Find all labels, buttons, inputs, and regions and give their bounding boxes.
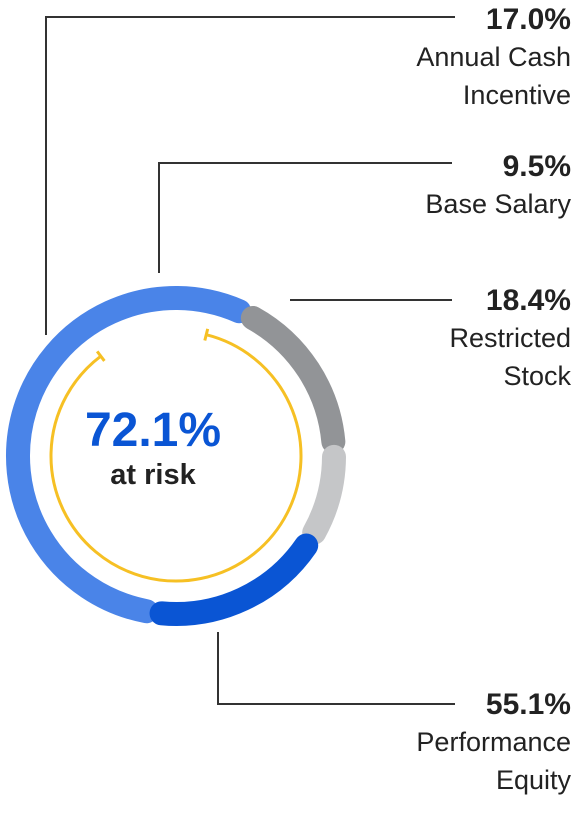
value-label: 17.0% (485, 3, 571, 36)
slice-restricted-stock (149, 533, 319, 626)
at-risk-arc-end-cap-left (95, 350, 106, 362)
label-annual-cash-incentive: 17.0% Annual Cash Incentive (341, 2, 571, 114)
label-base-salary: 9.5% Base Salary (341, 149, 571, 223)
leader-annual-cash-incentive (45, 16, 455, 335)
label-performance-equity: 55.1% Performance Equity (341, 687, 571, 799)
label-restricted-stock: 18.4% Restricted Stock (391, 283, 571, 395)
leader-performance-equity (217, 632, 455, 705)
leader-lines (45, 16, 455, 705)
value-label: 9.5% (502, 150, 571, 183)
at-risk-caption: at risk (110, 459, 196, 491)
center-label: 72.1% at risk (38, 404, 268, 492)
value-label: 18.4% (485, 284, 571, 317)
slice-performance-equity (6, 286, 252, 624)
donut-slices (6, 286, 346, 626)
slice-base-salary (302, 444, 346, 545)
category-label: Performance Equity (416, 727, 571, 795)
category-label: Annual Cash Incentive (416, 42, 571, 110)
slice-annual-cash-incentive (240, 305, 346, 454)
value-label: 55.1% (485, 688, 571, 721)
category-label: Restricted Stock (449, 323, 571, 391)
category-label: Base Salary (425, 189, 571, 219)
leader-base-salary (158, 162, 452, 273)
at-risk-arc (49, 328, 303, 583)
at-risk-arc-line (49, 333, 303, 583)
at-risk-percentage: 72.1% (84, 404, 222, 457)
at-risk-arc-end-cap-right (203, 328, 210, 341)
